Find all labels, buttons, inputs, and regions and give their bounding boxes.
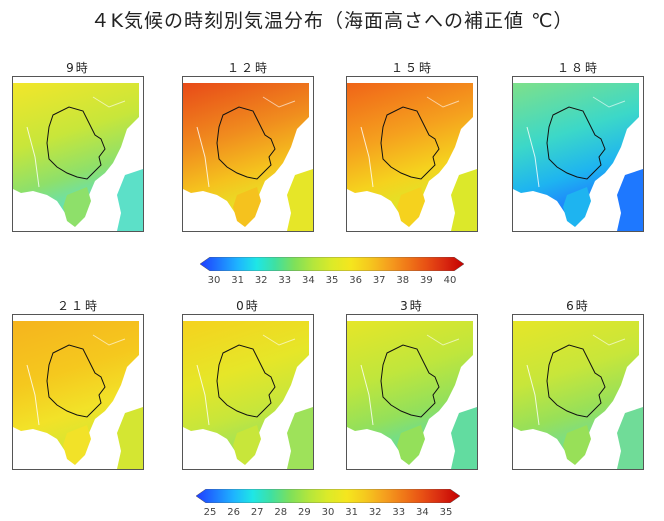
temperature-map bbox=[12, 314, 144, 470]
panel-15h: １５時 bbox=[346, 60, 478, 232]
colorbar-gradient bbox=[199, 256, 465, 272]
panel-12h: １２時 bbox=[182, 60, 314, 232]
panel-label: 6時 bbox=[566, 299, 590, 313]
colorbar-tick: 37 bbox=[372, 275, 386, 286]
colorbar-tick: 30 bbox=[321, 507, 335, 518]
colorbar-tick: 34 bbox=[302, 275, 315, 286]
colorbar-tick: 38 bbox=[396, 275, 410, 286]
colorbar-tick: 39 bbox=[420, 275, 433, 286]
temperature-map bbox=[12, 76, 144, 232]
panel-label: １５時 bbox=[390, 61, 433, 75]
colorbar-tick: 31 bbox=[345, 507, 358, 518]
panel-6h: 6時 bbox=[512, 298, 644, 470]
temperature-map bbox=[512, 76, 644, 232]
panel-label: ２１時 bbox=[56, 299, 99, 313]
panel-label: １８時 bbox=[556, 61, 599, 75]
panel-18h: １８時 bbox=[512, 60, 644, 232]
colorbar-tick: 29 bbox=[298, 507, 311, 518]
colorbar-tick: 26 bbox=[227, 507, 240, 518]
colorbar-tick: 25 bbox=[203, 507, 217, 518]
colorbar-tick: 40 bbox=[443, 275, 457, 286]
panel-0h: 0時 bbox=[182, 298, 314, 470]
panel-21h: ２１時 bbox=[12, 298, 144, 470]
panel-3h: 3時 bbox=[346, 298, 478, 470]
colorbar-tick: 32 bbox=[368, 507, 382, 518]
colorbar-tick: 30 bbox=[207, 275, 221, 286]
page-title: ４K気候の時刻別気温分布（海面高さへの補正値 ℃） bbox=[90, 10, 574, 32]
colorbar-tick: 32 bbox=[254, 275, 268, 286]
temperature-map bbox=[182, 314, 314, 470]
colorbar-tick: 33 bbox=[392, 507, 406, 518]
temperature-map bbox=[346, 314, 478, 470]
colorbar-top: 30 31 32 33 34 35 36 37 38 39 40 bbox=[199, 256, 465, 289]
colorbar-tick: 28 bbox=[274, 507, 288, 518]
colorbar-ticks: 25 26 27 28 29 30 31 32 33 34 35 bbox=[196, 507, 460, 521]
colorbar-ticks: 30 31 32 33 34 35 36 37 38 39 40 bbox=[200, 275, 464, 289]
colorbar-tick: 34 bbox=[416, 507, 429, 518]
colorbar-tick: 35 bbox=[439, 507, 453, 518]
temperature-map bbox=[346, 76, 478, 232]
colorbar-tick: 35 bbox=[325, 275, 339, 286]
colorbar-tick: 33 bbox=[278, 275, 292, 286]
colorbar-tick: 36 bbox=[349, 275, 362, 286]
temperature-map bbox=[512, 314, 644, 470]
panel-label: 3時 bbox=[400, 299, 424, 313]
panel-label: 9時 bbox=[66, 61, 90, 75]
colorbar-tick: 27 bbox=[250, 507, 264, 518]
panel-label: １２時 bbox=[226, 61, 269, 75]
colorbar-tick: 31 bbox=[231, 275, 244, 286]
temperature-map bbox=[182, 76, 314, 232]
panel-label: 0時 bbox=[236, 299, 260, 313]
colorbar-gradient bbox=[195, 488, 461, 504]
colorbar-bottom: 25 26 27 28 29 30 31 32 33 34 35 bbox=[195, 488, 461, 521]
panel-9h: 9時 bbox=[12, 60, 144, 232]
